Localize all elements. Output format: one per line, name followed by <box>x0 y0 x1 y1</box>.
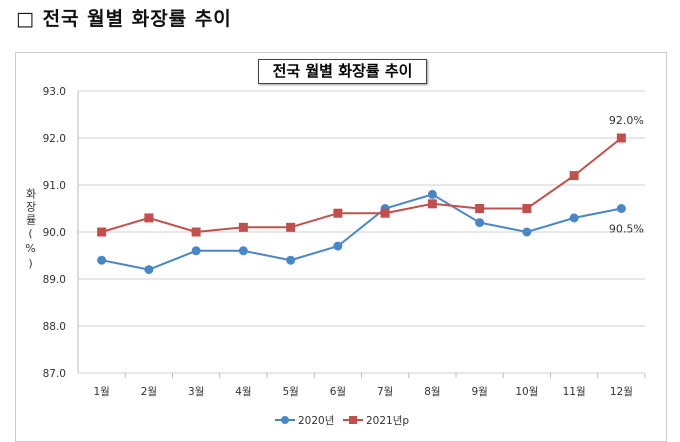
data-point <box>191 246 201 256</box>
data-label: 92.0% <box>609 114 644 127</box>
y-tick-label: 90.0 <box>43 227 66 239</box>
data-point <box>475 218 485 228</box>
data-point <box>333 241 343 251</box>
data-point <box>97 255 107 265</box>
x-tick-label: 2월 <box>141 386 157 398</box>
data-point <box>238 246 248 256</box>
y-axis-label: 화장률(%) <box>24 188 37 272</box>
data-point <box>333 208 343 218</box>
x-tick-label: 12월 <box>610 386 633 398</box>
data-point <box>569 213 579 223</box>
x-tick-label: 5월 <box>282 386 298 398</box>
x-tick-label: 6월 <box>330 386 346 398</box>
data-label: 90.5% <box>609 223 644 236</box>
legend-marker <box>349 416 357 424</box>
data-point <box>616 133 626 143</box>
y-tick-label: 92.0 <box>43 133 66 145</box>
data-point <box>475 204 485 213</box>
data-point <box>427 189 437 199</box>
data-point <box>144 265 154 275</box>
x-tick-label: 8월 <box>424 386 440 398</box>
data-point <box>191 227 201 237</box>
chart-title: 전국 월별 화장률 추이 <box>258 59 427 84</box>
x-tick-label: 1월 <box>93 386 109 398</box>
x-tick-label: 7월 <box>377 386 393 398</box>
series-line <box>101 193 622 271</box>
data-point <box>286 222 296 232</box>
data-point <box>616 204 626 213</box>
y-tick-label: 88.0 <box>43 321 66 333</box>
x-tick-label: 11월 <box>563 386 586 398</box>
legend-marker <box>281 416 289 424</box>
data-point <box>144 213 154 223</box>
series-line <box>101 137 622 234</box>
data-point <box>238 222 248 232</box>
y-tick-label: 89.0 <box>43 274 66 286</box>
x-tick-label: 4월 <box>235 386 251 398</box>
data-point <box>522 227 532 237</box>
data-point <box>97 227 107 237</box>
x-tick-label: 10월 <box>515 386 538 398</box>
data-point <box>427 199 437 209</box>
data-point <box>286 255 296 265</box>
legend-label: 2020년 <box>298 415 334 427</box>
y-tick-label: 87.0 <box>43 368 66 380</box>
data-point <box>569 171 579 181</box>
y-tick-label: 93.0 <box>43 86 66 98</box>
data-point <box>522 204 532 213</box>
page-heading: □ 전국 월별 화장률 추이 <box>16 8 232 30</box>
data-point <box>380 208 390 218</box>
legend-label: 2021년p <box>366 415 409 427</box>
x-tick-label: 9월 <box>471 386 487 398</box>
y-tick-label: 91.0 <box>43 180 66 192</box>
x-tick-label: 3월 <box>188 386 204 398</box>
